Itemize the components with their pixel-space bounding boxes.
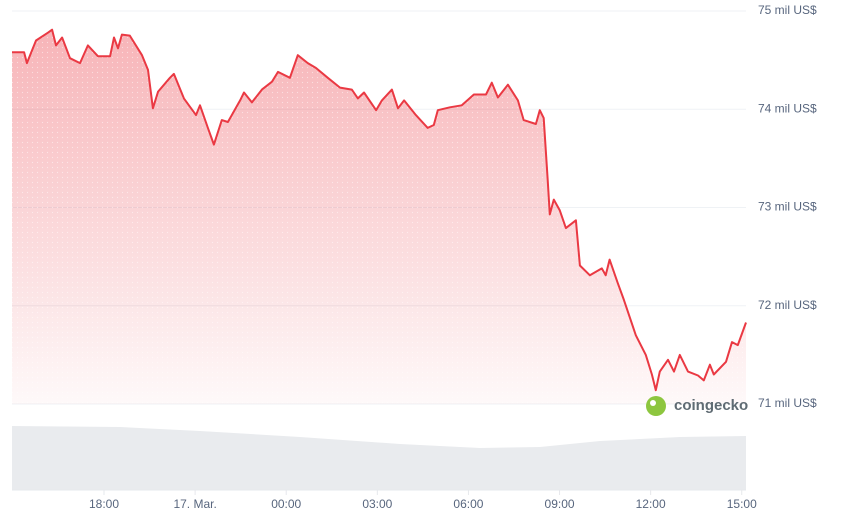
y-tick-label: 75 mil US$ bbox=[758, 3, 817, 17]
axes: 71 mil US$ 72 mil US$ 73 mil US$ 74 mil US$… bbox=[89, 3, 817, 511]
volume-bars bbox=[12, 426, 746, 490]
x-tick-label: 12:00 bbox=[636, 497, 666, 511]
y-tick-label: 72 mil US$ bbox=[758, 298, 817, 312]
y-tick-label: 74 mil US$ bbox=[758, 101, 817, 115]
x-tick-label: 18:00 bbox=[89, 497, 119, 511]
x-tick-label: 15:00 bbox=[727, 497, 757, 511]
price-line bbox=[12, 28, 747, 392]
x-tick-label: 09:00 bbox=[545, 497, 575, 511]
watermark-logo-eye bbox=[650, 400, 656, 406]
y-tick-label: 73 mil US$ bbox=[758, 200, 817, 214]
y-tick-label: 71 mil US$ bbox=[758, 396, 817, 410]
area-dots bbox=[12, 29, 746, 404]
watermark: coingecko bbox=[674, 397, 748, 414]
x-tick-label: 17. Mar. bbox=[173, 497, 216, 511]
x-tick-label: 00:00 bbox=[271, 497, 301, 511]
watermark-logo bbox=[646, 396, 666, 416]
plot bbox=[12, 28, 747, 404]
x-tick-label: 03:00 bbox=[362, 497, 392, 511]
x-tick-label: 06:00 bbox=[453, 497, 483, 511]
